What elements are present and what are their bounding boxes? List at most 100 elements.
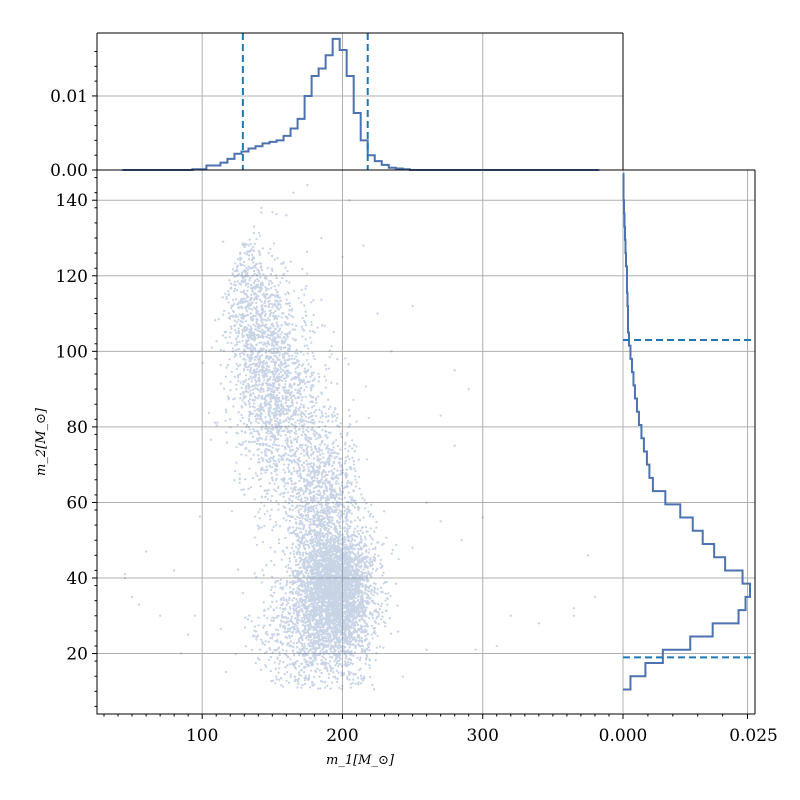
scatter-point	[335, 582, 339, 586]
scatter-point	[349, 573, 352, 577]
scatter-point	[356, 591, 359, 594]
scatter-point	[290, 482, 294, 486]
scatter-point	[347, 660, 350, 664]
scatter-point	[317, 549, 320, 552]
scatter-point	[329, 592, 332, 596]
scatter-point	[327, 463, 331, 466]
scatter-point	[329, 647, 333, 650]
scatter-point	[296, 534, 300, 537]
scatter-point	[301, 623, 305, 627]
scatter-point	[300, 617, 303, 620]
scatter-point	[356, 584, 359, 587]
scatter-point	[365, 656, 368, 660]
scatter-point	[338, 535, 341, 538]
scatter-point	[373, 553, 376, 556]
scatter-point	[329, 590, 332, 593]
scatter-point	[322, 584, 326, 587]
scatter-point	[331, 545, 334, 548]
scatter-point	[302, 605, 306, 609]
scatter-point	[360, 591, 364, 594]
scatter-point	[345, 548, 348, 551]
scatter-point	[310, 557, 313, 560]
scatter-point	[345, 579, 348, 582]
scatter-point	[341, 584, 344, 588]
scatter-point	[320, 597, 324, 600]
scatter-point	[328, 626, 332, 630]
scatter-point	[315, 562, 319, 565]
scatter-point	[327, 545, 331, 548]
scatter-point	[349, 574, 353, 577]
scatter-point	[331, 534, 334, 537]
scatter-point	[360, 573, 364, 576]
scatter-point	[363, 606, 366, 609]
scatter-point	[342, 618, 345, 622]
scatter-point	[325, 556, 328, 559]
scatter-point	[331, 471, 334, 474]
scatter-point	[323, 559, 326, 562]
scatter-point	[348, 592, 351, 595]
scatter-point	[329, 593, 332, 596]
scatter-point	[355, 606, 359, 609]
scatter-point	[342, 672, 346, 675]
scatter-point	[375, 526, 378, 529]
scatter-point	[335, 631, 338, 634]
scatter-point	[363, 591, 367, 595]
scatter-point	[337, 596, 340, 599]
scatter-point	[325, 591, 329, 595]
scatter-point	[308, 566, 311, 569]
scatter-point	[350, 557, 354, 561]
scatter-point	[348, 526, 351, 530]
scatter-point	[318, 606, 322, 609]
scatter-point	[337, 596, 340, 599]
scatter-point	[340, 603, 343, 607]
scatter-point	[291, 323, 294, 326]
scatter-point	[349, 653, 352, 657]
scatter-point	[346, 530, 349, 533]
scatter-point	[340, 510, 343, 513]
scatter-point	[320, 575, 323, 578]
scatter-point	[340, 571, 343, 575]
scatter-point	[350, 579, 353, 583]
scatter-point	[334, 583, 337, 586]
scatter-point	[376, 541, 379, 544]
scatter-point	[297, 488, 300, 491]
scatter-point	[326, 550, 330, 554]
scatter-point	[332, 591, 335, 594]
scatter-point	[297, 498, 300, 501]
scatter-point	[349, 558, 353, 562]
scatter-point	[361, 574, 364, 578]
scatter-point	[363, 561, 366, 564]
scatter-point	[307, 466, 310, 469]
scatter-point	[305, 568, 309, 571]
scatter-point	[313, 554, 317, 558]
scatter-point	[293, 679, 297, 683]
scatter-point	[331, 464, 334, 468]
scatter-point	[311, 569, 314, 573]
scatter-point	[287, 563, 290, 567]
scatter-point	[299, 641, 303, 645]
scatter-point	[313, 572, 316, 575]
scatter-point	[326, 579, 329, 582]
scatter-point	[361, 525, 364, 529]
scatter-point	[313, 444, 317, 448]
scatter-point	[337, 585, 341, 588]
scatter-point	[343, 612, 347, 616]
scatter-point	[317, 588, 320, 591]
scatter-point	[370, 572, 373, 575]
scatter-point	[346, 527, 349, 531]
scatter-point	[361, 579, 365, 582]
scatter-point	[353, 610, 356, 614]
scatter-point	[317, 548, 320, 551]
scatter-point	[329, 625, 332, 628]
scatter-point	[337, 613, 341, 617]
scatter-point	[340, 497, 343, 501]
scatter-point	[329, 582, 332, 585]
scatter-point	[248, 405, 252, 408]
scatter-point	[344, 594, 348, 597]
scatter-point	[277, 541, 281, 545]
scatter-point	[340, 594, 343, 597]
scatter-point	[321, 595, 324, 598]
scatter-point	[345, 609, 348, 613]
scatter-point	[315, 513, 318, 516]
scatter-point	[341, 537, 345, 541]
